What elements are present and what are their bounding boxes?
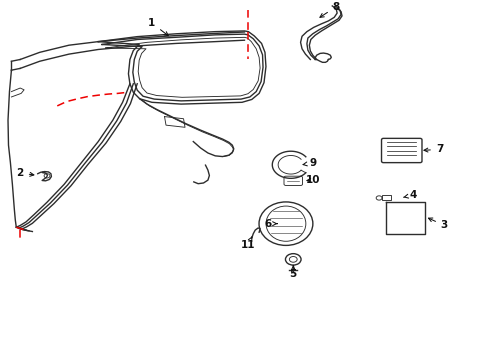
Text: 5: 5 [289, 266, 296, 279]
Text: 6: 6 [264, 219, 277, 229]
Text: 3: 3 [427, 218, 447, 230]
Text: 4: 4 [403, 190, 416, 200]
Text: 8: 8 [319, 2, 339, 17]
Text: 10: 10 [305, 175, 319, 185]
Text: 1: 1 [148, 18, 168, 36]
Text: 2: 2 [17, 168, 34, 178]
Text: 9: 9 [303, 158, 316, 168]
Text: 11: 11 [240, 237, 255, 250]
Bar [381, 195, 390, 201]
Text: 7: 7 [423, 144, 442, 154]
